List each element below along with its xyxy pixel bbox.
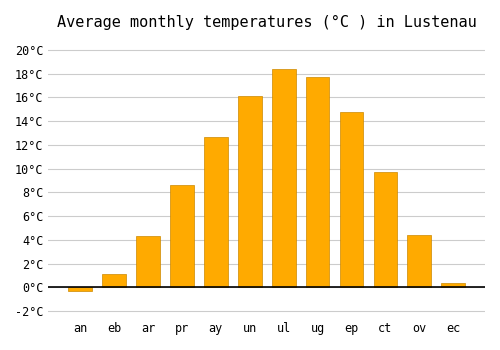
Bar <box>340 112 363 287</box>
Bar <box>204 136 228 287</box>
Bar <box>170 186 194 287</box>
Bar <box>102 274 126 287</box>
Bar <box>272 69 295 287</box>
Bar <box>306 77 330 287</box>
Bar <box>68 287 92 291</box>
Bar <box>238 96 262 287</box>
Title: Average monthly temperatures (°C ) in Lustenau: Average monthly temperatures (°C ) in Lu… <box>57 15 476 30</box>
Bar <box>442 283 465 287</box>
Bar <box>136 236 160 287</box>
Bar <box>408 235 431 287</box>
Bar <box>374 172 398 287</box>
